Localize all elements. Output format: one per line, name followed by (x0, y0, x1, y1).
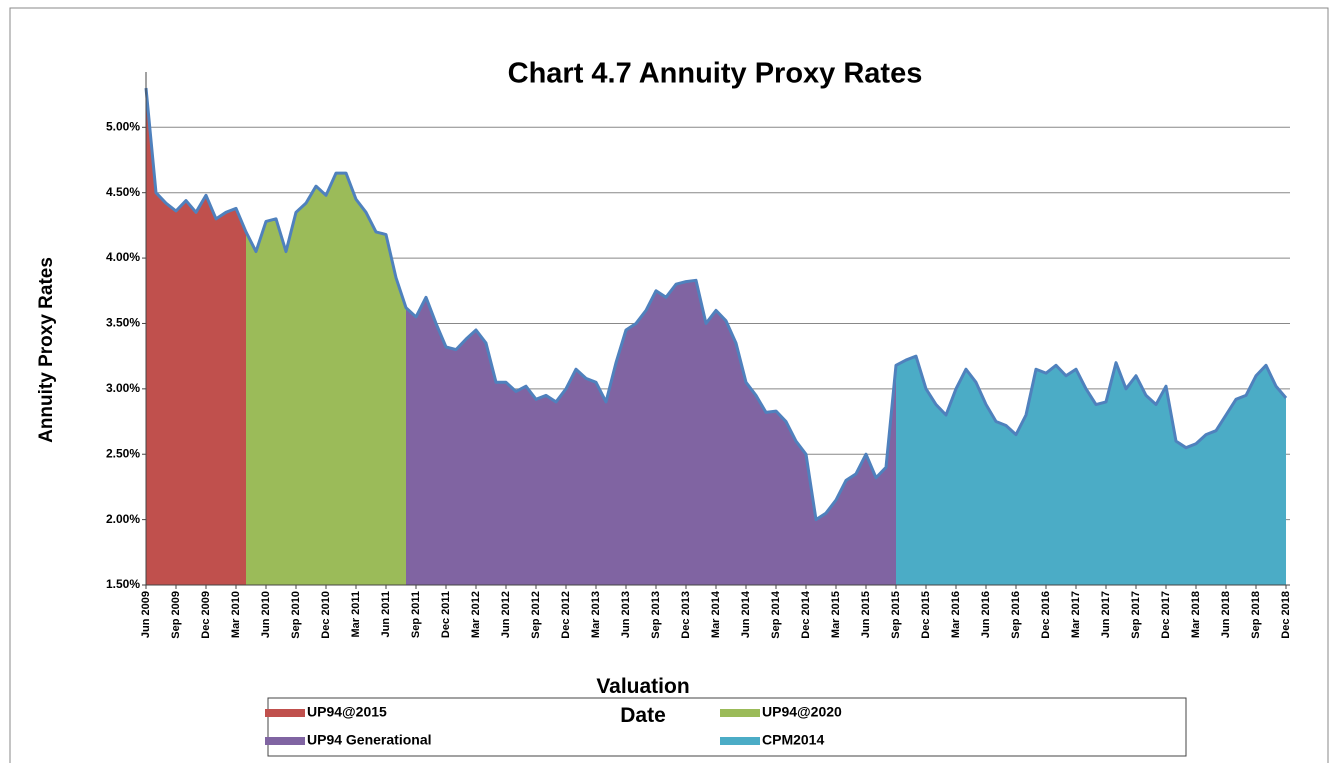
x-tick-label: Dec 2014 (800, 590, 812, 639)
legend-swatch (265, 737, 305, 745)
x-tick-label: Mar 2013 (590, 591, 602, 638)
x-tick-label: Jun 2012 (500, 591, 512, 638)
y-tick-label: 1.50% (106, 577, 140, 591)
x-tick-label: Sep 2016 (1010, 591, 1022, 639)
legend-swatch (720, 737, 760, 745)
legend-swatch (720, 709, 760, 717)
x-tick-label: Dec 2017 (1160, 591, 1172, 639)
legend-label: UP94 Generational (307, 732, 432, 748)
y-tick-label: 4.00% (106, 250, 140, 264)
x-tick-label: Sep 2013 (650, 591, 662, 639)
x-tick-label: Dec 2012 (560, 591, 572, 639)
area (246, 173, 406, 586)
x-tick-label: Jun 2014 (740, 590, 752, 638)
x-tick-label: Dec 2016 (1040, 591, 1052, 639)
legend-label: UP94@2015 (307, 704, 387, 720)
x-tick-label: Sep 2014 (770, 590, 782, 639)
x-tick-label: Mar 2018 (1190, 591, 1202, 638)
line (144, 87, 1288, 522)
x-tick-label: Jun 2009 (140, 591, 152, 638)
legend-box (267, 697, 1187, 757)
legend-swatch (265, 709, 305, 717)
x-tick-label: Dec 2009 (200, 591, 212, 639)
y-tick-label: 5.00% (106, 119, 140, 133)
x-tick-label: Sep 2018 (1250, 591, 1262, 639)
x-tick-label: Dec 2015 (920, 591, 932, 639)
x-tick-label: Mar 2010 (230, 591, 242, 638)
x-tick-label: Dec 2013 (680, 591, 692, 639)
x-tick-label: Dec 2018 (1280, 591, 1292, 639)
x-tick-label: Sep 2009 (170, 591, 182, 639)
x-tick-label: Dec 2010 (320, 591, 332, 639)
x-tick-label: Jun 2010 (260, 591, 272, 638)
x-tick-label: Mar 2011 (350, 591, 362, 637)
x-tick-label: Jun 2013 (620, 591, 632, 638)
area (896, 356, 1286, 585)
chart-frame (9, 7, 1329, 763)
x-tick-label: Mar 2017 (1070, 591, 1082, 638)
x-tick-label: Jun 2018 (1220, 591, 1232, 638)
x-tick-label: Dec 2011 (440, 591, 452, 638)
y-axis-label: Annuity Proxy Rates (36, 257, 57, 443)
x-tick-label: Jun 2017 (1100, 591, 1112, 638)
x-tick-label: Jun 2015 (860, 591, 872, 638)
area (406, 280, 896, 585)
y-tick-label: 3.00% (106, 381, 140, 395)
x-axis-label: Valuation Date (596, 675, 690, 727)
area (146, 88, 246, 586)
y-tick-label: 3.50% (106, 316, 140, 330)
x-tick-label: Mar 2016 (950, 591, 962, 638)
y-tick-label: 2.50% (106, 446, 140, 460)
x-tick-label: Sep 2010 (290, 591, 302, 639)
x-tick-label: Mar 2015 (830, 591, 842, 638)
y-tick-label: 2.00% (106, 512, 140, 526)
x-tick-label: Jun 2016 (980, 591, 992, 638)
x-tick-label: Jun 2011 (380, 591, 392, 637)
legend-label: CPM2014 (762, 732, 824, 748)
chart-title: Chart 4.7 Annuity Proxy Rates (508, 58, 923, 90)
x-tick-label: Sep 2015 (890, 591, 902, 639)
x-tick-label: Sep 2017 (1130, 591, 1142, 639)
x-tick-label: Mar 2012 (470, 591, 482, 638)
y-tick-label: 4.50% (106, 185, 140, 199)
x-tick-label: Sep 2012 (530, 591, 542, 639)
legend-label: UP94@2020 (762, 704, 842, 720)
x-tick-label: Sep 2011 (410, 591, 422, 638)
x-tick-label: Mar 2014 (710, 590, 722, 638)
